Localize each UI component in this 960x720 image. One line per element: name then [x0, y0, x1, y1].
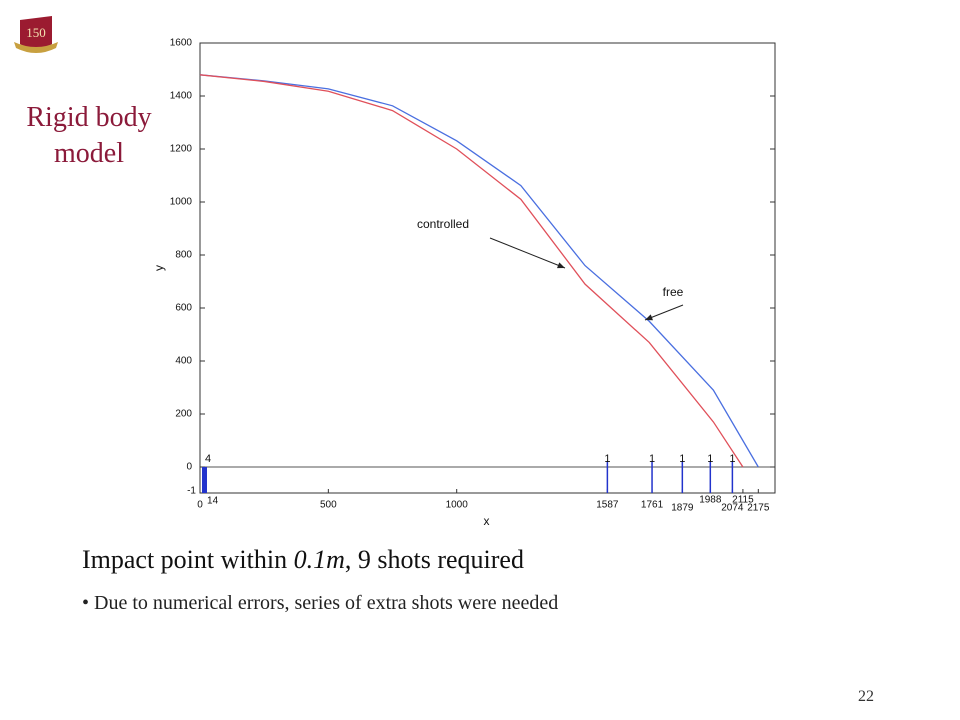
arrow-head: [645, 314, 653, 321]
shot-count: 1: [707, 453, 713, 465]
heading: Impact point within 0.1m, 9 shots requir…: [82, 545, 524, 575]
y-tick-label: 600: [175, 303, 192, 314]
series-line: [199, 74, 744, 468]
y-tick-label: 1600: [170, 38, 193, 49]
shot-mark: [202, 467, 207, 493]
x-tick-label: 0: [197, 500, 203, 511]
y-tick-label: -1: [187, 486, 196, 497]
side-title: Rigid body model: [26, 102, 152, 169]
annotation: free: [663, 285, 684, 299]
y-tick-label: 1000: [170, 197, 193, 208]
y-axis-label: y: [152, 265, 166, 271]
y-tick-label: 400: [175, 356, 192, 367]
y-tick-label: 1200: [170, 144, 193, 155]
y-tick-label: 800: [175, 250, 192, 261]
y-tick-label: 1400: [170, 91, 193, 102]
plot-frame: [199, 42, 776, 494]
heading-part: Impact point within: [82, 545, 294, 574]
series-line: [199, 74, 759, 468]
x-tick-label: 1000: [446, 500, 469, 511]
x-tick-label: 1587: [596, 500, 619, 511]
logo-shield: [20, 16, 52, 50]
shot-count: 4: [205, 453, 211, 465]
arrow-head: [557, 262, 565, 269]
logo-ribbon: [14, 42, 58, 53]
shot-count: 1: [679, 453, 685, 465]
shot-count: 1: [729, 453, 735, 465]
shot-count: 1: [604, 453, 610, 465]
x-tick-label: 500: [320, 500, 337, 511]
heading-part: , 9 shots required: [344, 545, 524, 574]
logo: 150: [14, 16, 58, 53]
logo-text: 150: [26, 25, 46, 40]
x-axis-label: x: [484, 514, 490, 528]
annotation: controlled: [417, 217, 469, 231]
x-tick-label: 1988: [699, 495, 722, 506]
x-tick-label: 2074: [721, 503, 744, 514]
x-tick-label: 2115: [732, 495, 754, 506]
page-number: 22: [858, 688, 874, 705]
heading-italic: 0.1m: [293, 545, 345, 574]
y-tick-label: 0: [186, 462, 192, 473]
x-tick-label: 1879: [671, 503, 694, 514]
y-tick-label: 200: [175, 409, 192, 420]
x-tick-label: 14: [207, 496, 219, 507]
shot-count: 1: [649, 453, 655, 465]
x-tick-label: 2175: [747, 503, 770, 514]
bullet-text: Due to numerical errors, series of extra…: [94, 592, 559, 614]
x-tick-label: 1761: [641, 500, 664, 511]
bullet: • Due to numerical errors, series of ext…: [82, 592, 559, 614]
annotation-arrow: [489, 237, 566, 269]
